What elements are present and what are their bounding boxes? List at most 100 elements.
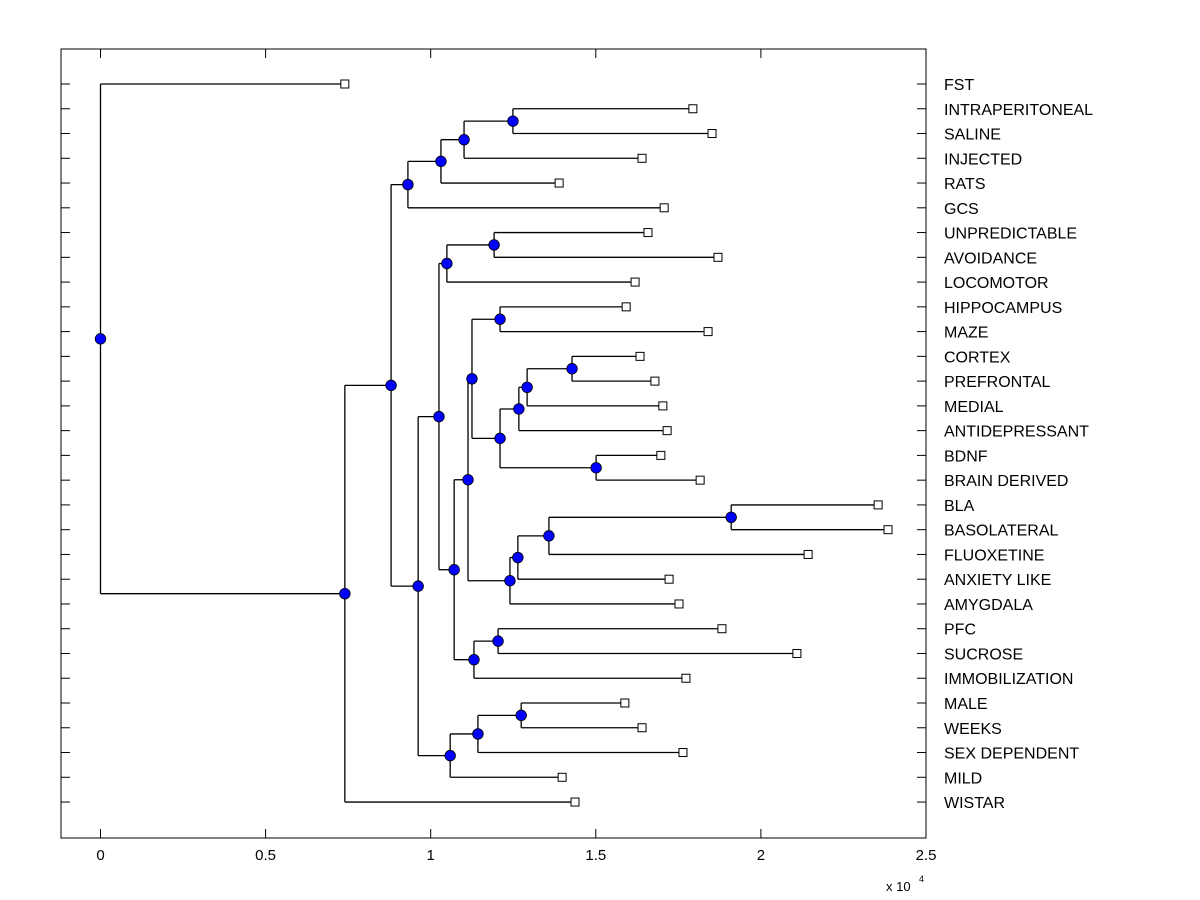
leaf-marker: [803, 549, 813, 559]
cluster-node-marker: [472, 728, 484, 740]
leaf-marker: [664, 574, 674, 584]
leaf-marker: [656, 450, 666, 460]
cluster-node-marker: [441, 257, 453, 270]
leaf-label: RATS: [944, 176, 985, 193]
leaf-marker: [570, 797, 580, 807]
leaf-label: MILD: [944, 770, 982, 787]
axes: [60, 48, 927, 839]
cluster-node-marker: [504, 575, 516, 587]
cluster-node-marker: [468, 653, 480, 666]
leaf-marker: [703, 327, 713, 337]
leaf-label: BRAIN DERIVED: [944, 473, 1068, 490]
leaf-label: MEDIAL: [944, 399, 1004, 416]
leaf-label: GCS: [944, 201, 979, 218]
leaf-marker: [621, 302, 631, 312]
leaf-marker: [630, 277, 640, 287]
leaf-marker: [681, 673, 691, 683]
x-multiplier-exponent: 4: [919, 874, 924, 884]
leaf-marker: [340, 79, 350, 89]
cluster-node-marker: [513, 403, 525, 415]
cluster-node-marker: [512, 551, 524, 564]
cluster-node-marker: [412, 580, 424, 592]
leaf-marker: [717, 624, 727, 634]
leaf-label: AVOIDANCE: [944, 250, 1037, 267]
leaf-marker: [713, 252, 723, 262]
leaf-marker: [873, 500, 883, 510]
axes-box: [60, 48, 927, 839]
leaf-label: PREFRONTAL: [944, 374, 1050, 391]
leaf-label: SUCROSE: [944, 646, 1023, 663]
leaf-marker: [635, 351, 645, 361]
leaf-label: LOCOMOTOR: [944, 275, 1049, 292]
leaf-label: ANTIDEPRESSANT: [944, 424, 1089, 441]
cluster-node-marker: [444, 749, 456, 762]
cluster-node-marker: [543, 530, 555, 542]
leaf-label: SALINE: [944, 127, 1001, 144]
x-tick-label: 2.5: [916, 847, 937, 864]
cluster-node-marker: [94, 333, 107, 345]
leaf-label: UNPREDICTABLE: [944, 226, 1077, 243]
cluster-node-marker: [494, 432, 506, 445]
leaf-marker: [637, 153, 647, 163]
node-markers: [94, 115, 737, 762]
leaf-label: SEX DEPENDENT: [944, 746, 1079, 763]
leaf-marker: [643, 228, 653, 238]
leaf-marker: [659, 203, 669, 213]
leaf-marker: [554, 178, 564, 188]
x-tick-label: 2: [757, 847, 765, 864]
cluster-node-marker: [515, 709, 527, 722]
leaf-label: IMMOBILIZATION: [944, 671, 1073, 688]
leaf-marker: [678, 748, 688, 758]
leaf-marker: [650, 376, 660, 386]
leaf-label: FST: [944, 77, 974, 94]
cluster-node-marker: [492, 635, 504, 647]
cluster-node-marker: [521, 381, 533, 394]
x-tick-label: 0.5: [255, 847, 276, 864]
leaf-label: ANXIETY LIKE: [944, 572, 1051, 589]
cluster-node-marker: [507, 115, 519, 127]
x-tick-label: 0: [96, 847, 104, 864]
leaf-label: FLUOXETINE: [944, 547, 1044, 564]
cluster-node-marker: [566, 363, 578, 375]
cluster-node-marker: [402, 178, 414, 191]
leaf-marker: [792, 648, 802, 658]
cluster-node-marker: [435, 155, 447, 168]
leaf-label: WISTAR: [944, 795, 1005, 812]
leaf-marker: [557, 772, 567, 782]
leaf-label: MALE: [944, 696, 988, 713]
leaf-marker: [637, 723, 647, 733]
cluster-node-marker: [458, 134, 470, 146]
cluster-node-marker: [448, 564, 460, 576]
x-tick-label: 1.5: [585, 847, 606, 864]
leaf-label: HIPPOCAMPUS: [944, 300, 1062, 317]
leaf-label: PFC: [944, 622, 976, 639]
leaf-marker: [674, 599, 684, 609]
leaf-label: BASOLATERAL: [944, 523, 1059, 540]
leaf-label: WEEKS: [944, 721, 1002, 738]
leaf-label: INTRAPERITONEAL: [944, 102, 1093, 119]
leaf-marker: [658, 401, 668, 411]
x-tick-label: 1: [427, 847, 435, 864]
leaf-label: INJECTED: [944, 151, 1022, 168]
leaf-label: CORTEX: [944, 349, 1011, 366]
cluster-node-marker: [385, 379, 397, 392]
cluster-node-marker: [494, 313, 506, 325]
leaf-markers: [340, 79, 893, 807]
cluster-node-marker: [725, 511, 737, 524]
leaf-marker: [707, 129, 717, 139]
leaf-marker: [695, 475, 705, 485]
leaf-label: BLA: [944, 498, 975, 515]
cluster-node-marker: [433, 410, 445, 423]
cluster-node-marker: [590, 462, 602, 474]
cluster-node-marker: [462, 474, 474, 486]
leaf-label: BDNF: [944, 448, 988, 465]
leaf-marker: [688, 104, 698, 114]
leaf-marker: [662, 426, 672, 436]
x-tick-labels: 0 0.5 1 1.5 2 2.5: [96, 847, 936, 864]
cluster-node-marker: [466, 373, 478, 385]
cluster-node-marker: [488, 239, 500, 251]
x-multiplier-label: x 10: [886, 879, 911, 894]
leaf-marker: [883, 525, 893, 535]
